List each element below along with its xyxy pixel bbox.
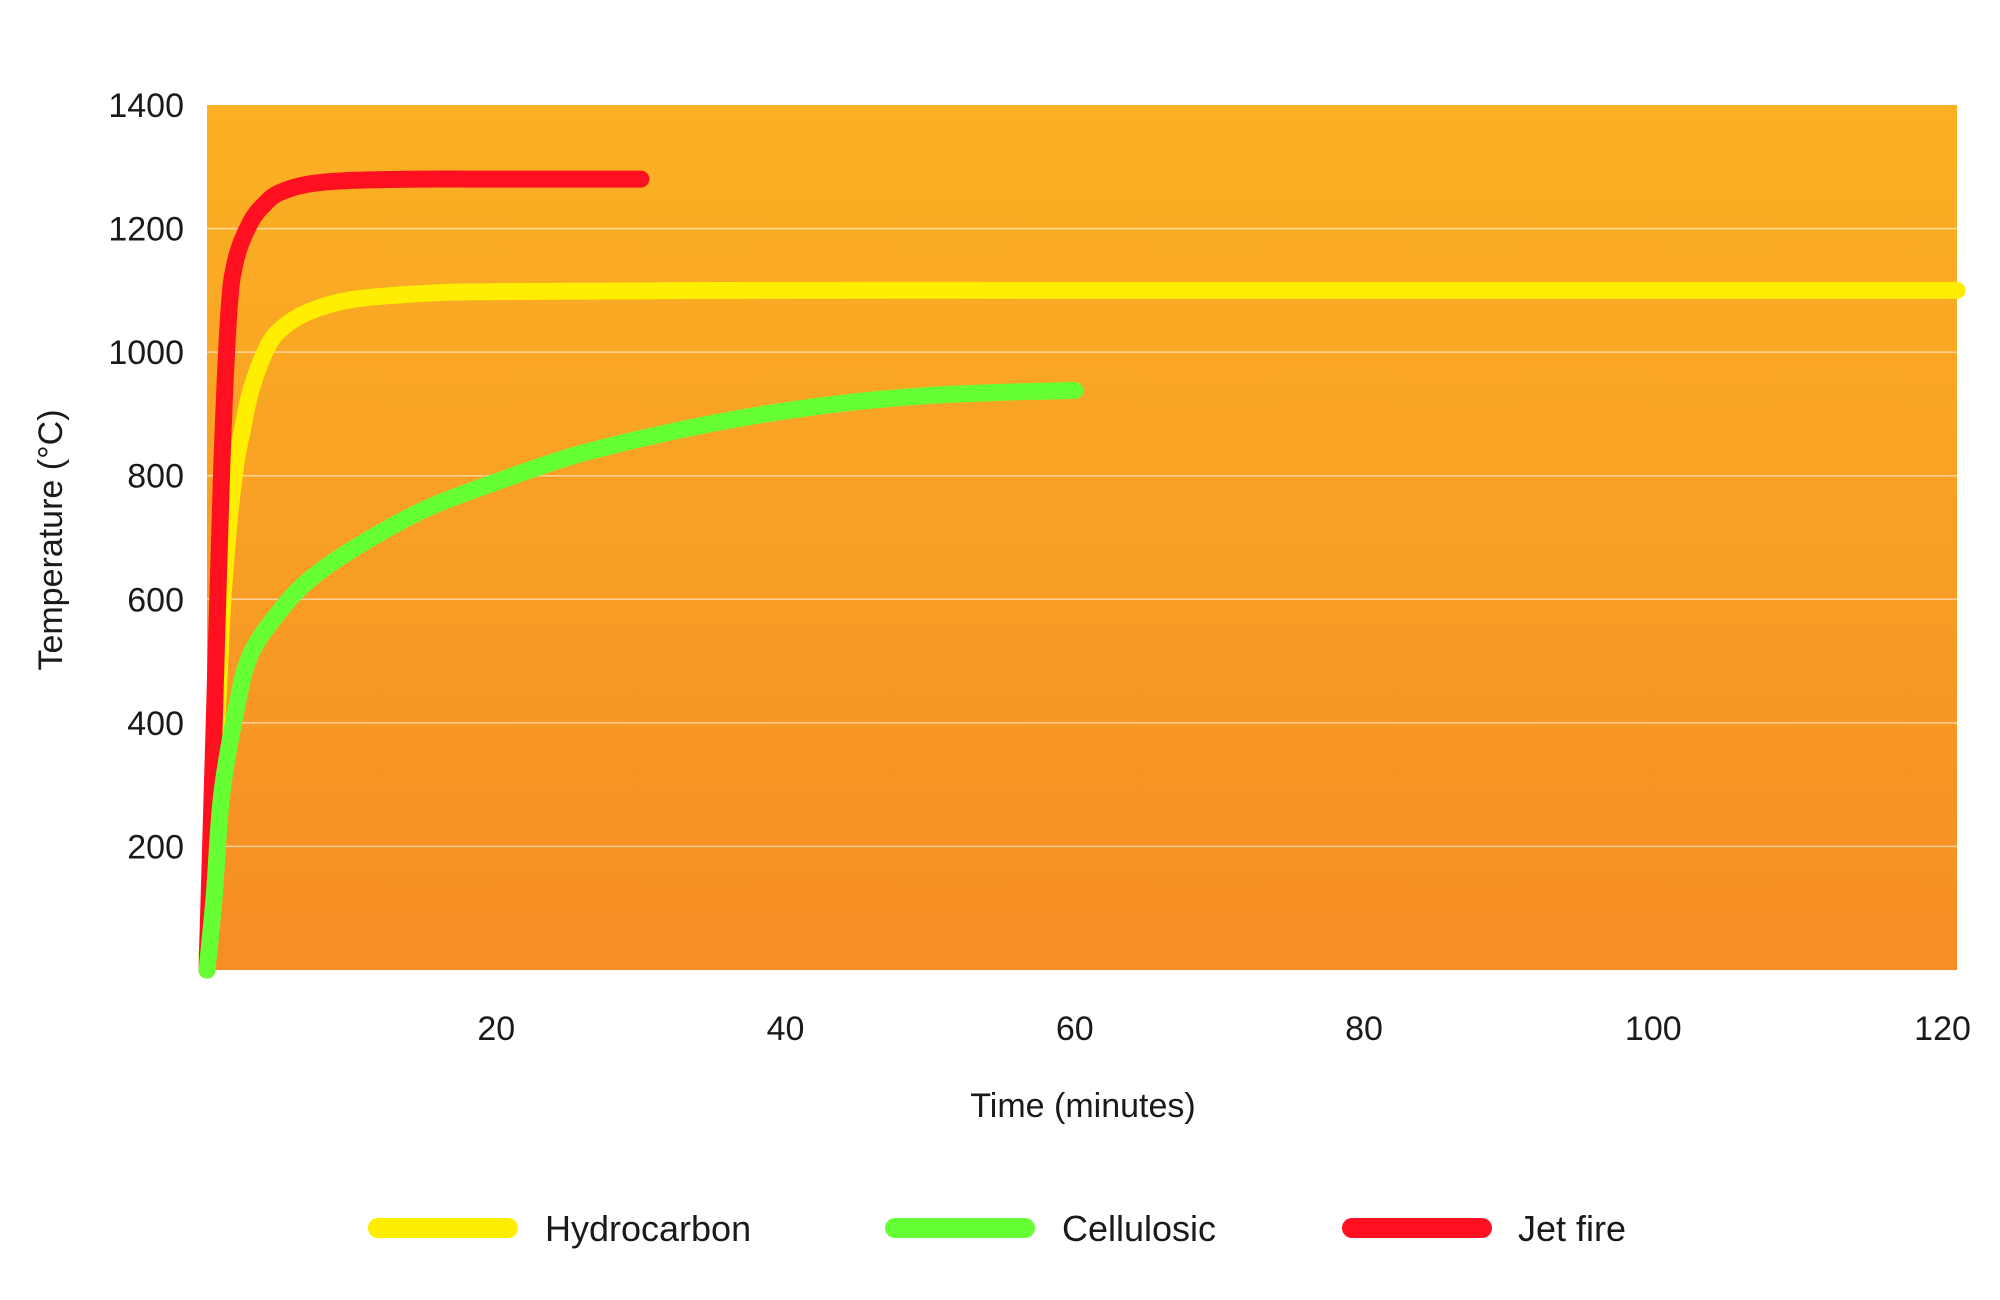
y-tick-label-200: 200 [127,828,184,866]
x-axis-title: Time (minutes) [970,1087,1195,1125]
series-layer [198,170,1966,979]
x-tick-label-120: 120 [1914,1010,1971,1048]
y-axis-ticks: 200 400 600 800 1000 1200 1400 [108,87,184,866]
y-tick-label-1200: 1200 [108,211,184,249]
y-axis-title: Temperature (°C) [32,409,70,670]
x-tick-label-80: 80 [1345,1010,1383,1048]
plot-area [207,105,1957,970]
legend: Hydrocarbon Cellulosic Jet fire [368,1208,1626,1249]
series-line-cellulosic [198,381,1084,979]
legend-label-jet-fire: Jet fire [1518,1208,1626,1249]
y-tick-label-1000: 1000 [108,334,184,372]
y-tick-label-400: 400 [127,705,184,743]
x-tick-label-20: 20 [477,1010,515,1048]
legend-label-cellulosic: Cellulosic [1062,1208,1216,1249]
legend-label-hydrocarbon: Hydrocarbon [545,1208,751,1249]
y-tick-label-1400: 1400 [108,87,184,125]
x-tick-label-40: 40 [767,1010,805,1048]
y-tick-label-800: 800 [127,458,184,496]
x-tick-label-100: 100 [1625,1010,1682,1048]
series-line-jet-fire [198,170,650,979]
y-tick-label-600: 600 [127,581,184,619]
x-tick-label-60: 60 [1056,1010,1094,1048]
x-axis-ticks: 20 40 60 80 100 120 [477,1010,1971,1048]
